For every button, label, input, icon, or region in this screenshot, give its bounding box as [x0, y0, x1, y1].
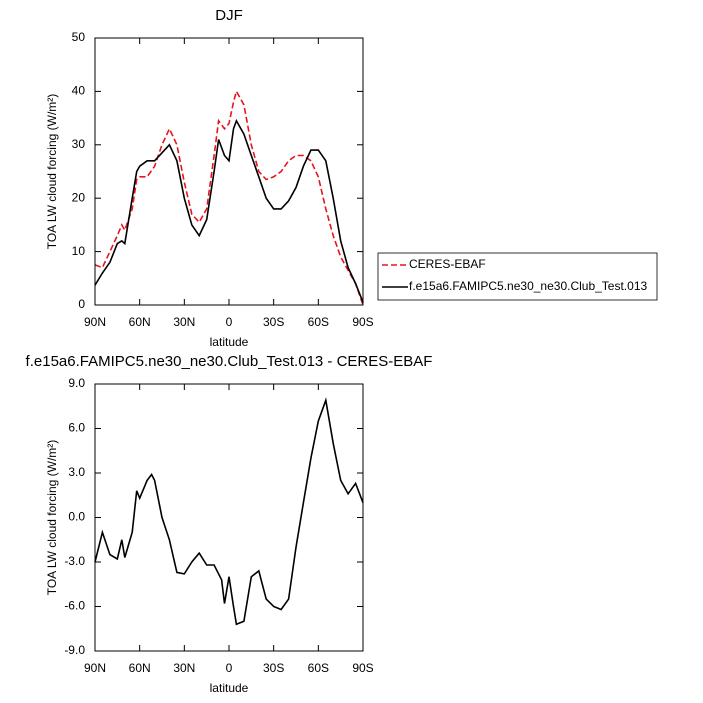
x-tick-label: 60N — [129, 661, 151, 675]
data-line — [94, 89, 364, 306]
y-tick-label: 6.0 — [68, 421, 85, 435]
x-tick-label: 0 — [226, 661, 233, 675]
plot-frame — [94, 383, 364, 652]
y-tick-label: 3.0 — [68, 465, 85, 479]
x-tick-label: 90S — [352, 315, 373, 329]
x-tick-label: 90N — [84, 315, 106, 329]
legend-label: f.e15a6.FAMIPC5.ne30_ne30.Club_Test.013 — [409, 279, 647, 293]
x-tick-label: 30S — [263, 315, 284, 329]
x-tick-label: 90N — [84, 661, 106, 675]
y-tick-label: 40 — [72, 84, 86, 98]
legend-box — [377, 252, 658, 301]
y-tick-label: -6.0 — [64, 599, 85, 613]
x-tick-label: 90S — [352, 661, 373, 675]
x-tick-label: 30N — [173, 315, 195, 329]
data-line — [94, 397, 364, 626]
y-tick-label: 0 — [78, 297, 85, 311]
y-axis-label: TOA LW cloud forcing (W/m²) — [45, 440, 59, 596]
x-tick-label: 30S — [263, 661, 284, 675]
y-tick-label: 30 — [72, 137, 86, 151]
y-tick-label: 0.0 — [68, 510, 85, 524]
legend-label: CERES-EBAF — [409, 257, 486, 271]
x-axis-label: latitude — [210, 681, 249, 695]
plot-frame — [94, 37, 364, 306]
x-tick-label: 60S — [308, 315, 329, 329]
x-tick-label: 0 — [226, 315, 233, 329]
x-tick-label: 30N — [173, 661, 195, 675]
x-axis-label: latitude — [210, 335, 249, 349]
y-tick-label: -9.0 — [64, 643, 85, 657]
y-tick-label: 10 — [72, 244, 86, 258]
chart-title: DJF — [215, 7, 243, 24]
y-axis-label: TOA LW cloud forcing (W/m²) — [45, 94, 59, 250]
y-tick-label: 50 — [72, 30, 86, 44]
y-tick-label: -3.0 — [64, 554, 85, 568]
y-tick-label: 20 — [72, 190, 86, 204]
x-tick-label: 60S — [308, 661, 329, 675]
chart-title: f.e15a6.FAMIPC5.ne30_ne30.Club_Test.013 … — [26, 353, 433, 370]
data-line — [94, 118, 364, 303]
y-tick-label: 9.0 — [68, 376, 85, 390]
x-tick-label: 60N — [129, 315, 151, 329]
